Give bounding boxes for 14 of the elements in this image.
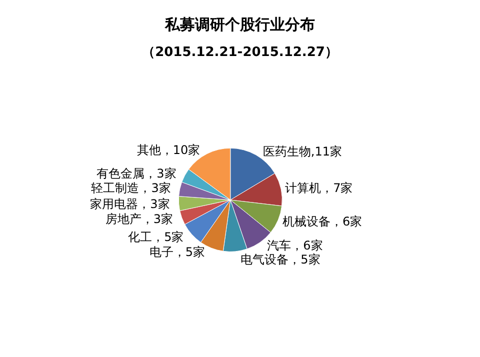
slice-label: 计算机，7家 xyxy=(285,181,353,196)
slice-label: 机械设备，6家 xyxy=(282,214,362,229)
slice-label: 汽车，6家 xyxy=(267,238,323,253)
slice-label: 医药生物,11家 xyxy=(262,144,342,158)
slice-label: 其他，10家 xyxy=(136,143,200,158)
slice-label: 家用电器，3家 xyxy=(90,196,170,211)
slice-label: 电子，5家 xyxy=(149,244,205,259)
slice-label: 化工，5家 xyxy=(128,230,184,244)
chart-subtitle: （2015.12.21-2015.12.27） xyxy=(142,45,338,60)
chart-title: 私募调研个股行业分布 xyxy=(164,16,315,34)
slice-label: 轻工制造，3家 xyxy=(91,181,171,196)
slice-label: 电气设备，5家 xyxy=(240,252,320,267)
slice-label: 房地产，3家 xyxy=(105,212,174,226)
slice-label: 有色金属，3家 xyxy=(96,166,176,181)
